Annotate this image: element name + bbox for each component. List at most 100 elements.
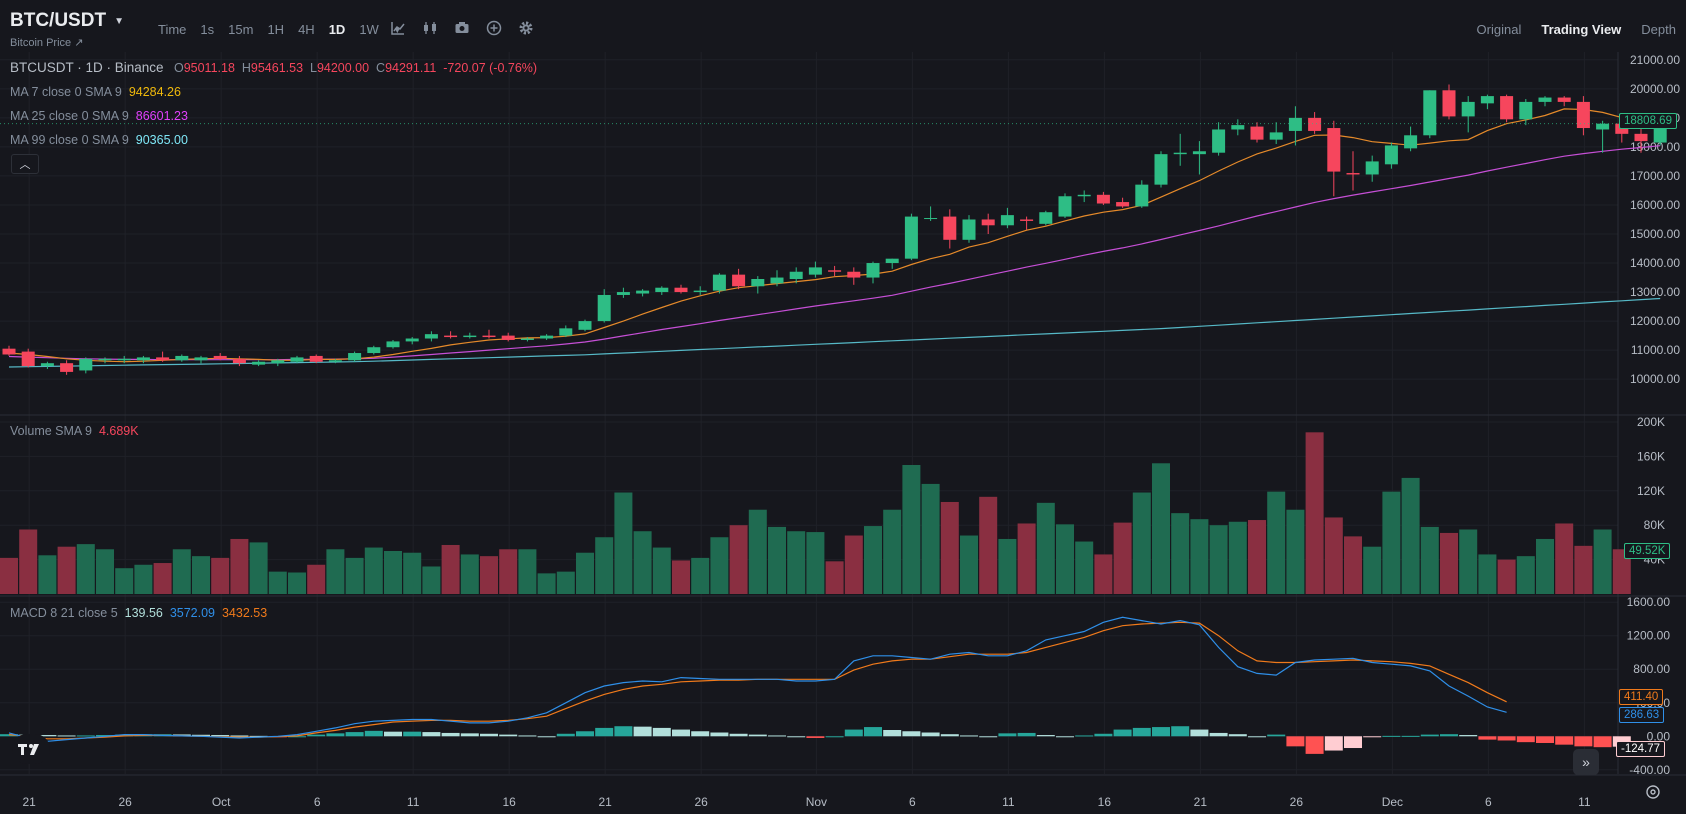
open-value: 95011.18	[183, 61, 235, 75]
macd-histogram-bar	[1075, 735, 1094, 737]
price-tick-label: 12000.00	[1630, 314, 1680, 328]
volume-bar	[691, 557, 710, 594]
candle-up	[904, 216, 918, 259]
tradingview-logo[interactable]	[12, 734, 50, 764]
macd-histogram-bar	[422, 732, 441, 737]
volume-bar	[960, 535, 978, 594]
candle-up	[290, 357, 304, 362]
collapse-legend-button[interactable]: ︿	[11, 154, 39, 174]
candle-up	[540, 335, 554, 339]
x-tick-label: Dec	[1382, 795, 1403, 809]
symbol-selector[interactable]: BTC/USDT ▼	[10, 10, 124, 32]
macd-histogram-bar	[1017, 732, 1036, 737]
macd-histogram-bar	[1344, 736, 1362, 749]
volume-bar	[1267, 491, 1286, 594]
candle-up	[520, 338, 534, 340]
chart-canvas[interactable]: 21 26 Oct 6 11 16 21 26 Nov 6 11 16 21 26 Dec 6 11 10000.…	[0, 52, 1686, 814]
candle-down	[444, 335, 458, 338]
symbol-subtitle-link[interactable]: Bitcoin Price ↗	[10, 37, 84, 49]
interval-1h[interactable]: 1H	[267, 22, 285, 37]
high-label: H	[241, 61, 251, 75]
interval-15m[interactable]: 15m	[228, 22, 254, 37]
macd-histogram-bar	[595, 727, 614, 737]
candle-down	[1308, 117, 1322, 131]
volume-bar	[288, 572, 306, 594]
x-tick-label: Oct	[212, 795, 231, 809]
x-tick-label: 11	[407, 795, 420, 809]
macd-histogram-bar	[364, 730, 383, 737]
view-depth-tab[interactable]: Depth	[1641, 22, 1676, 37]
candle-down	[674, 287, 688, 293]
candle-up	[424, 334, 438, 339]
volume-bar	[518, 549, 537, 594]
interval-4h[interactable]: 4H	[298, 22, 315, 37]
macd-histogram-bar	[1286, 736, 1305, 747]
candle-up	[1231, 125, 1245, 130]
macd-histogram-bar	[1171, 726, 1190, 737]
interval-1d[interactable]: 1D	[328, 22, 346, 37]
top-toolbar: BTC/USDT ▼ Bitcoin Price ↗ Time 1s 15m 1…	[0, 0, 1686, 52]
volume-bar	[576, 552, 594, 594]
candle-up	[924, 218, 938, 220]
candle-down	[60, 363, 74, 372]
view-original-tab[interactable]: Original	[1476, 22, 1522, 37]
view-tradingview-tab[interactable]: Trading View	[1541, 22, 1622, 37]
chart-type-icon[interactable]	[422, 20, 438, 36]
candle-up	[1212, 129, 1226, 153]
symbol-name: BTC/USDT	[10, 10, 107, 31]
candle-up	[1154, 154, 1168, 185]
volume-bar	[230, 538, 249, 594]
macd-histogram-bar	[748, 734, 767, 737]
time-interval-button[interactable]: Time	[158, 22, 187, 37]
volume-bar	[345, 557, 364, 594]
volume-bar	[364, 547, 383, 594]
axis-settings-icon[interactable]	[1644, 783, 1662, 801]
candle-up	[1058, 196, 1072, 217]
x-tick-label: 11	[1578, 795, 1591, 809]
price-tick-label: 17000.00	[1630, 169, 1680, 183]
volume-bar	[1209, 525, 1228, 594]
ma25-label: MA 25 close 0 SMA 9	[10, 109, 129, 123]
camera-icon[interactable]	[454, 20, 470, 36]
macd-histogram-bar	[1190, 729, 1209, 737]
candle-up	[348, 353, 362, 361]
candle-down	[156, 357, 170, 361]
macd-hist-tag: -124.77	[1616, 741, 1666, 757]
candle-up	[1135, 184, 1149, 207]
candle-down	[501, 335, 515, 340]
indicators-icon[interactable]	[390, 20, 406, 36]
volume-bar	[1286, 509, 1305, 594]
volume-bar	[998, 538, 1017, 594]
ma7-value: 94284.26	[128, 85, 181, 99]
volume-bar	[460, 554, 479, 594]
volume-bar	[825, 561, 844, 594]
add-icon[interactable]	[486, 20, 502, 36]
volume-bar	[96, 549, 114, 594]
more-intervals-icon[interactable]: ▼	[392, 24, 402, 35]
volume-bar	[729, 525, 748, 594]
volume-bar	[115, 568, 134, 594]
volume-bar	[1094, 554, 1113, 594]
volume-bar	[192, 556, 210, 594]
candle-down	[21, 351, 35, 367]
volume-bar	[480, 556, 498, 594]
volume-bar	[710, 537, 729, 594]
candle-up	[962, 219, 976, 240]
macd-histogram-bar	[1516, 736, 1535, 743]
candle-down	[2, 348, 16, 355]
macd-tick-label: -400.00	[1629, 763, 1670, 777]
volume-bar	[556, 571, 575, 594]
gear-icon[interactable]	[518, 20, 534, 36]
volume-bar	[1536, 538, 1554, 594]
scroll-to-realtime-button[interactable]: »	[1573, 749, 1599, 775]
interval-1w[interactable]: 1W	[359, 22, 379, 37]
interval-1s[interactable]: 1s	[200, 22, 215, 37]
caret-down-icon: ▼	[114, 15, 124, 27]
candle-down	[1116, 202, 1130, 207]
volume-tick-label: 120K	[1637, 484, 1665, 498]
macd-histogram-bar	[1324, 736, 1343, 751]
macd-histogram-bar	[1478, 736, 1497, 740]
volume-bar	[1171, 513, 1190, 594]
candle-up	[559, 328, 573, 336]
macd-histogram-bar	[921, 732, 940, 737]
